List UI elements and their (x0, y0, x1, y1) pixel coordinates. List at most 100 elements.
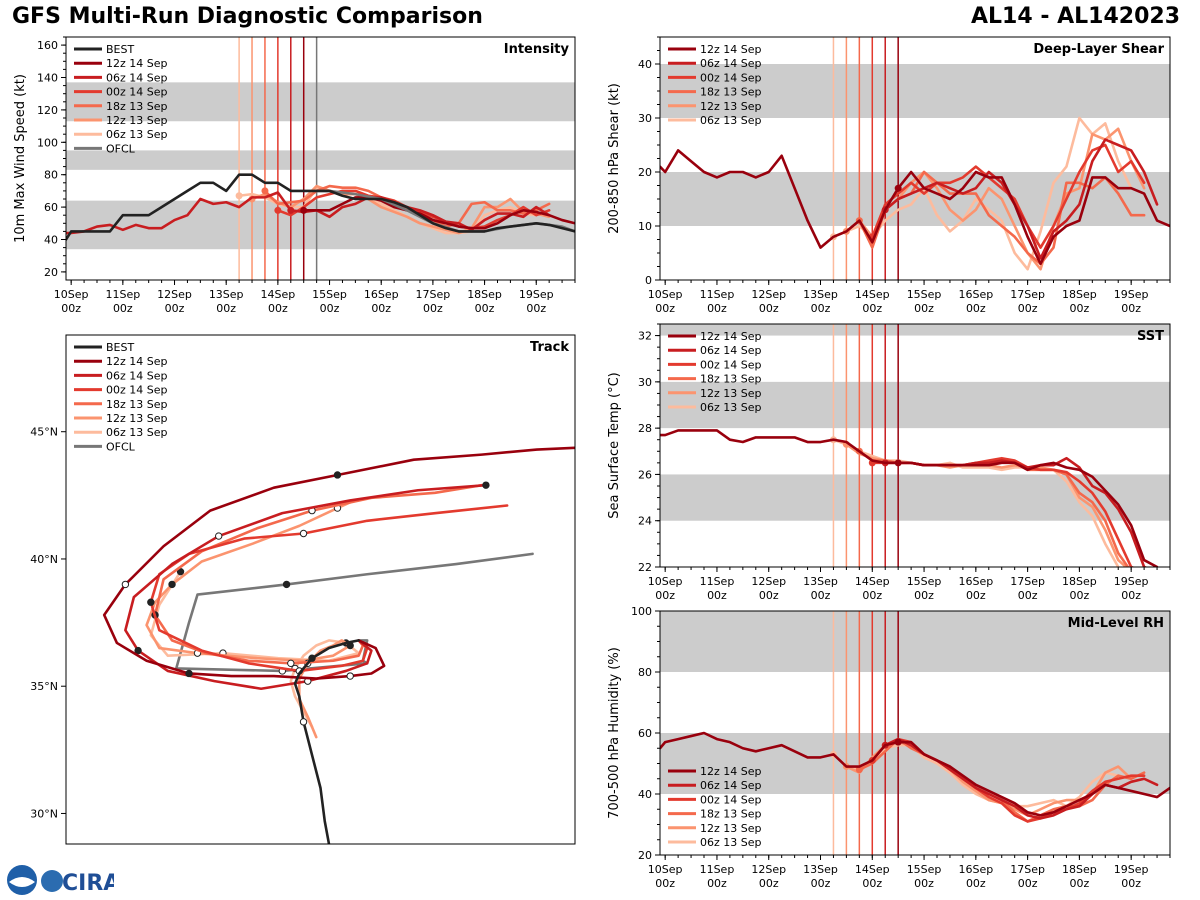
track-ytick-label: 30°N (30, 807, 58, 820)
rh-xtick-label: 17Sep (1010, 863, 1045, 876)
track-title: Track (530, 340, 569, 355)
sst-ytick-label: 32 (638, 330, 652, 343)
sst-xtick-label: 15Sep (907, 575, 942, 588)
intensity-xtick-sublabel: 00z (526, 302, 546, 315)
shear-legend-label: 12z 13 Sep (700, 100, 762, 113)
intensity-xtick-label: 13Sep (209, 288, 244, 301)
sst-xtick-sublabel: 00z (811, 589, 831, 602)
intensity-shaded-band (66, 82, 575, 122)
rh-xtick-sublabel: 00z (707, 877, 727, 890)
sst-legend-label: 06z 14 Sep (700, 344, 762, 357)
rh-xtick-sublabel: 00z (966, 877, 986, 890)
track-series-line (153, 483, 483, 665)
track-position-marker (287, 659, 295, 668)
shear-xtick-label: 15Sep (907, 288, 942, 301)
rh-xtick-label: 18Sep (1062, 863, 1097, 876)
shear-xtick-label: 17Sep (1010, 288, 1045, 301)
rh-xtick-label: 15Sep (907, 863, 942, 876)
rh-xtick-sublabel: 00z (759, 877, 779, 890)
intensity-xtick-label: 19Sep (519, 288, 554, 301)
shear-xtick-sublabel: 00z (1121, 302, 1141, 315)
intensity-legend-label: 12z 13 Sep (106, 114, 168, 127)
sst-xtick-sublabel: 00z (914, 589, 934, 602)
rh-xtick-sublabel: 00z (1018, 877, 1038, 890)
shear-panel: 01020304010Sep00z11Sep00z12Sep00z13Sep00… (607, 36, 1171, 315)
sst-ytick-label: 28 (638, 422, 652, 435)
sst-xtick-sublabel: 00z (1121, 589, 1141, 602)
intensity-init-marker (300, 206, 308, 214)
shear-ytick-label: 0 (645, 274, 652, 287)
sst-ytick-label: 26 (638, 468, 652, 481)
intensity-ylabel: 10m Max Wind Speed (kt) (13, 74, 28, 243)
shear-legend-label: 12z 14 Sep (700, 43, 762, 56)
intensity-init-marker (287, 206, 295, 214)
intensity-init-marker (261, 187, 269, 195)
sst-xtick-label: 18Sep (1062, 575, 1097, 588)
storm-id-title: AL14 - AL142023 (971, 4, 1180, 29)
shear-title: Deep-Layer Shear (1033, 42, 1164, 57)
track-position-marker (308, 654, 316, 662)
rh-legend-label: 06z 13 Sep (700, 836, 762, 849)
rh-xtick-label: 16Sep (958, 863, 993, 876)
rh-xtick-label: 19Sep (1114, 863, 1149, 876)
intensity-legend-label: BEST (106, 43, 134, 56)
intensity-xtick-sublabel: 00z (475, 302, 495, 315)
sst-legend-label: 18z 13 Sep (700, 373, 762, 386)
track-position-marker (147, 598, 155, 606)
intensity-legend-label: 18z 13 Sep (106, 100, 168, 113)
sst-ytick-label: 22 (638, 561, 652, 574)
rh-legend-label: 06z 14 Sep (700, 779, 762, 792)
rh-series-line (660, 731, 1170, 817)
sst-shaded-band (660, 381, 1170, 429)
track-position-marker (346, 672, 354, 680)
sst-xtick-sublabel: 00z (1018, 589, 1038, 602)
sst-xtick-sublabel: 00z (759, 589, 779, 602)
rh-xtick-sublabel: 00z (914, 877, 934, 890)
cira-globe-icon (41, 870, 63, 892)
track-position-marker (185, 669, 193, 678)
shear-ylabel: 200-850 hPa Shear (kt) (607, 83, 622, 234)
intensity-ytick-label: 20 (44, 266, 58, 279)
intensity-xtick-sublabel: 00z (320, 302, 340, 315)
intensity-ytick-label: 140 (37, 72, 58, 85)
shear-xtick-label: 11Sep (700, 288, 735, 301)
sst-legend-label: 12z 13 Sep (700, 387, 762, 400)
shear-ytick-label: 40 (638, 58, 652, 71)
shear-xtick-sublabel: 00z (966, 302, 986, 315)
track-ytick-label: 45°N (30, 426, 58, 439)
rh-xtick-label: 13Sep (803, 863, 838, 876)
track-legend-label: 18z 13 Sep (106, 398, 168, 411)
page-title: GFS Multi-Run Diagnostic Comparison (12, 4, 483, 29)
track-position-marker (299, 718, 308, 726)
track-position-marker (168, 580, 176, 589)
rh-ytick-label: 20 (638, 849, 652, 862)
intensity-ytick-label: 60 (44, 201, 58, 214)
shear-xtick-sublabel: 00z (707, 302, 727, 315)
sst-series-line (660, 429, 1159, 567)
noaa-wave-shape (9, 877, 35, 887)
sst-legend-label: 12z 14 Sep (700, 330, 762, 343)
track-ytick-label: 40°N (30, 553, 58, 566)
shear-legend-label: 00z 14 Sep (700, 71, 762, 84)
sst-ylabel: Sea Surface Temp (°C) (607, 372, 622, 519)
track-legend-label: 06z 14 Sep (106, 369, 168, 382)
sst-xtick-label: 10Sep (648, 575, 683, 588)
shear-plot-area (660, 37, 1170, 280)
sst-ytick-label: 30 (638, 376, 652, 389)
rh-xtick-label: 12Sep (751, 863, 786, 876)
shear-xtick-label: 13Sep (803, 288, 838, 301)
track-plot-area (102, 444, 595, 844)
intensity-xtick-label: 16Sep (364, 288, 399, 301)
shear-xtick-sublabel: 00z (1018, 302, 1038, 315)
shear-xtick-label: 18Sep (1062, 288, 1097, 301)
rh-legend-label: 12z 14 Sep (700, 765, 762, 778)
sst-plot-area (660, 324, 1170, 567)
rh-xtick-label: 14Sep (855, 863, 890, 876)
rh-shaded-band (660, 733, 1170, 794)
track-position-marker (589, 444, 595, 450)
sst-legend-label: 00z 14 Sep (700, 358, 762, 371)
intensity-title: Intensity (504, 42, 570, 57)
shear-xtick-sublabel: 00z (1070, 302, 1090, 315)
track-legend-label: OFCL (106, 440, 136, 453)
